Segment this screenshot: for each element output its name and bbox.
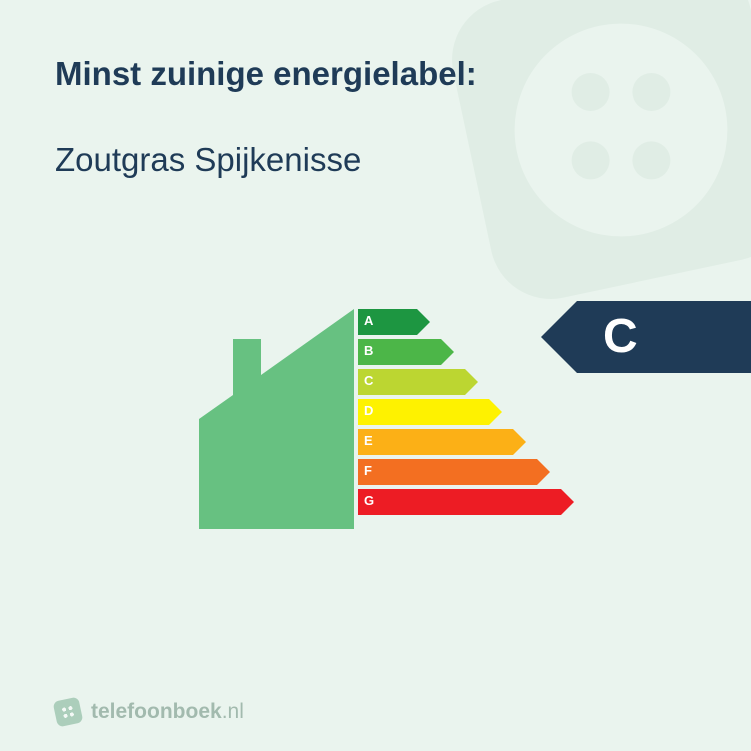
energy-bar-label: A — [364, 313, 373, 328]
energy-bar-label: C — [364, 373, 373, 388]
selected-label-badge: C — [541, 301, 751, 373]
energy-bar-label: E — [364, 433, 373, 448]
energy-bar-label: B — [364, 343, 373, 358]
selected-label-letter: C — [603, 309, 638, 364]
page-title: Minst zuinige energielabel: — [55, 55, 696, 93]
energy-bar-label: F — [364, 463, 372, 478]
brand-text: telefoonboek.nl — [91, 700, 244, 724]
brand-name: telefoonboek — [91, 700, 222, 723]
energy-bar-label: G — [364, 493, 374, 508]
brand-suffix: .nl — [222, 700, 244, 723]
card-content: Minst zuinige energielabel: Zoutgras Spi… — [0, 0, 751, 751]
page-subtitle: Zoutgras Spijkenisse — [55, 141, 696, 179]
energy-chart: ABCDEFG C — [55, 269, 696, 559]
house-icon — [199, 309, 354, 529]
energy-bar-label: D — [364, 403, 373, 418]
brand-icon — [53, 697, 84, 728]
footer-brand: telefoonboek.nl — [55, 699, 244, 725]
